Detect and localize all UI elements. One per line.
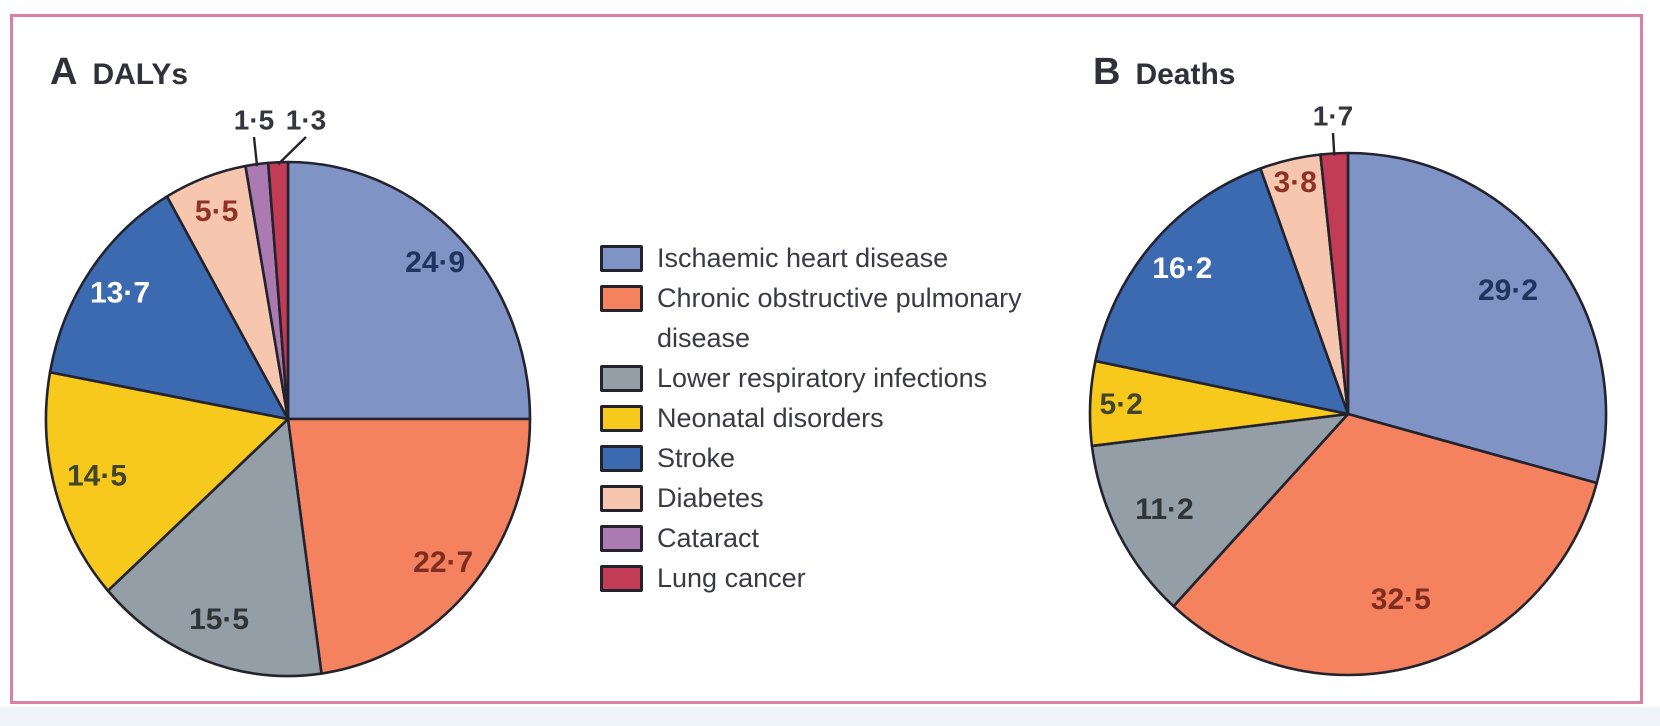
legend-swatch-diabetes (600, 485, 643, 512)
panel-b-name: Deaths (1135, 58, 1236, 91)
pie-a-value-stroke: 13·7 (90, 277, 150, 310)
pie-a-slice-ischaemic-heart-disease (286, 160, 532, 421)
page-bottom-margin (0, 707, 1660, 726)
legend-item: Ischaemic heart disease (600, 238, 1055, 278)
legend-label-neonatal-disorders: Neonatal disorders (657, 403, 884, 433)
legend-swatch-chronic-obstructive-pulmonary-disease (600, 285, 643, 312)
legend-swatch-lung-cancer (600, 565, 643, 592)
legend-label-lower-respiratory-infections: Lower respiratory infections (657, 363, 988, 393)
pie-b: 29·2 32·5 11·2 5·2 16·2 3·8 1·7 (1088, 101, 1608, 677)
pie-a-slice-chronic-obstructive-pulmonary-disease (286, 417, 532, 675)
pie-b-value-ischaemic-heart-disease: 29·2 (1478, 274, 1538, 307)
panel-a-name: DALYs (92, 58, 189, 91)
legend-item: Cataract (600, 518, 1055, 558)
figure-frame: A DALYs B Deaths 24·9 22·7 15·5 14·5 13·7 5·5… (10, 14, 1643, 704)
pie-a-value-diabetes: 5·5 (195, 195, 238, 228)
panel-a-letter: A (50, 51, 78, 93)
pie-b-value-diabetes: 3·8 (1274, 166, 1317, 199)
pie-b-slice-ischaemic-heart-disease (1346, 151, 1608, 485)
pie-a-value-lung-cancer: 1·3 (286, 105, 326, 136)
pie-charts-canvas: 24·9 22·7 15·5 14·5 13·7 5·5 1·5 1·3 29·2 32·5 11·… (44, 101, 1608, 678)
panel-b-letter: B (1093, 51, 1121, 93)
legend-swatch-lower-respiratory-infections (600, 365, 643, 392)
pie-b-value-stroke: 16·2 (1152, 252, 1212, 285)
pie-a-leader-cataract (252, 136, 259, 167)
legend-label-stroke: Stroke (657, 443, 736, 473)
legend-item: Chronic obstructive pulmonary disease (600, 278, 1055, 358)
pie-a-value-lower-respiratory-infections: 15·5 (189, 603, 249, 636)
pie-b-leader-lung-cancer (1331, 132, 1336, 156)
pie-b-value-lung-cancer: 1·7 (1313, 101, 1353, 132)
pie-a-slice-stroke (48, 195, 290, 421)
legend-swatch-cataract (600, 525, 643, 552)
legend-swatch-ischaemic-heart-disease (600, 245, 643, 272)
pie-a-value-chronic-obstructive-pulmonary-disease: 22·7 (413, 546, 473, 579)
pie-a-value-cataract: 1·5 (234, 105, 274, 136)
legend-item: Lung cancer (600, 558, 1055, 598)
pie-b-value-lower-respiratory-infections: 11·2 (1135, 493, 1193, 526)
pie-b-value-chronic-obstructive-pulmonary-disease: 32·5 (1371, 583, 1431, 616)
legend-label-ischaemic-heart-disease: Ischaemic heart disease (657, 243, 949, 273)
pie-a-value-ischaemic-heart-disease: 24·9 (405, 246, 465, 279)
legend-item: Neonatal disorders (600, 398, 1055, 438)
pie-a-slice-neonatal-disorders (44, 370, 290, 593)
panel-b-title: B Deaths (1093, 53, 1236, 91)
pie-b-slice-chronic-obstructive-pulmonary-disease (1172, 412, 1599, 677)
legend-item: Diabetes (600, 478, 1055, 518)
legend-label-chronic-obstructive-pulmonary-disease: Chronic obstructive pulmonary disease (657, 283, 1022, 353)
legend-label-lung-cancer: Lung cancer (657, 563, 806, 593)
pie-a-slice-lower-respiratory-infections (106, 417, 323, 678)
legend-swatch-neonatal-disorders (600, 405, 643, 432)
legend: Ischaemic heart disease Chronic obstruct… (600, 238, 1055, 598)
pie-a-slice-lung-cancer (266, 160, 290, 421)
pie-b-value-neonatal-disorders: 5·2 (1100, 388, 1143, 421)
legend-label-cataract: Cataract (657, 523, 760, 553)
pie-a: 24·9 22·7 15·5 14·5 13·7 5·5 1·5 1·3 (44, 105, 532, 678)
pie-a-value-neonatal-disorders: 14·5 (67, 460, 127, 493)
legend-item: Stroke (600, 438, 1055, 478)
pie-b-slice-stroke (1094, 167, 1350, 416)
pie-a-leader-lung-cancer (277, 136, 307, 166)
panel-a-title: A DALYs (50, 53, 188, 91)
pie-b-slice-lower-respiratory-infections (1090, 412, 1350, 608)
legend-swatch-stroke (600, 445, 643, 472)
legend-label-diabetes: Diabetes (657, 483, 764, 513)
legend-item: Lower respiratory infections (600, 358, 1055, 398)
